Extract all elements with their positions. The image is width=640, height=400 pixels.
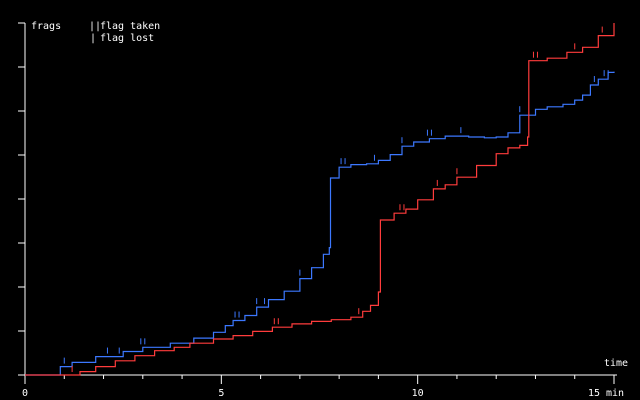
legend-marker-flag-lost: | [90, 33, 96, 44]
legend-marker-flag-taken: || [89, 21, 101, 32]
y-ticks [18, 22, 25, 376]
event-marks [63, 26, 609, 372]
x-ticks: 0 5 10 15 min [22, 375, 624, 399]
x-tick-label: 0 [22, 388, 28, 399]
x-tick-label: 5 [218, 388, 224, 399]
series-line-1 [25, 71, 615, 376]
legend: || flag taken | flag lost [89, 21, 160, 44]
legend-label-flag-lost: flag lost [100, 33, 154, 44]
x-axis-label: time [604, 358, 628, 369]
y-axis-label: frags [31, 21, 61, 32]
x-tick-label: 15 min [588, 388, 624, 399]
legend-label-flag-taken: flag taken [100, 21, 160, 32]
series-lines [25, 23, 615, 376]
x-tick-label: 10 [412, 388, 424, 399]
series-line-2 [25, 23, 615, 376]
